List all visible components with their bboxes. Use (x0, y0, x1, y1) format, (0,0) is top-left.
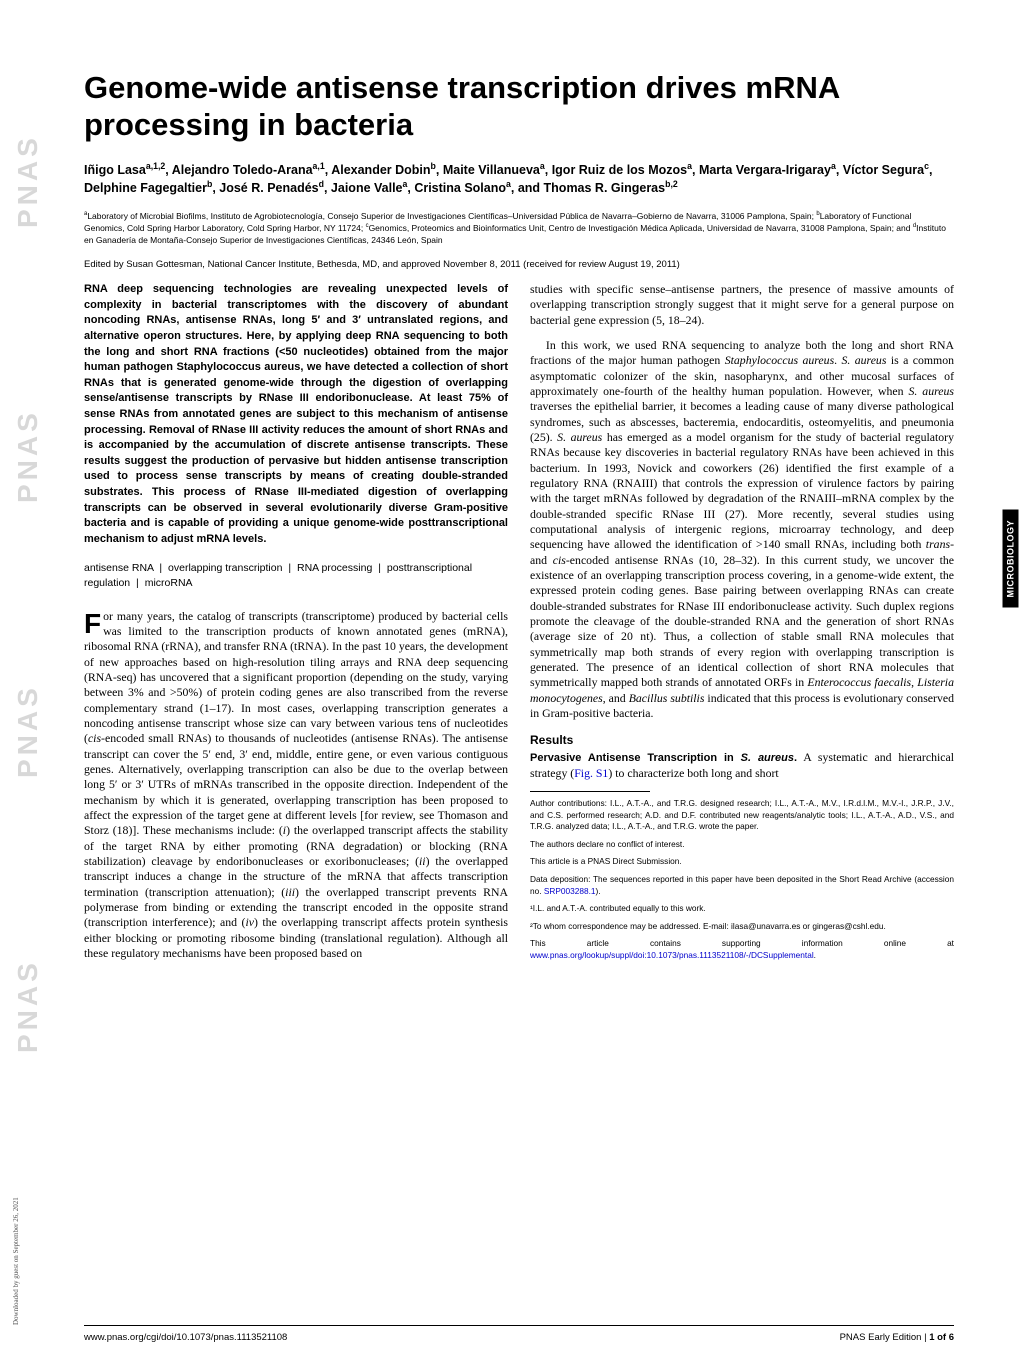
footer-page-number: PNAS Early Edition | 1 of 6 (840, 1332, 954, 1343)
footnote-rule (530, 791, 650, 792)
two-column-layout: RNA deep sequencing technologies are rev… (84, 282, 954, 971)
watermark-text: PNAS (12, 738, 44, 778)
column-left: RNA deep sequencing technologies are rev… (84, 282, 508, 971)
section-label: MICROBIOLOGY (1002, 510, 1018, 608)
authors: Iñigo Lasaa,1,2, Alejandro Toledo-Aranaa… (84, 161, 954, 197)
column-right: studies with specific sense–antisense pa… (530, 282, 954, 971)
section-heading-results: Results (530, 733, 954, 747)
keywords: antisense RNA | overlapping transcriptio… (84, 561, 508, 590)
body-paragraph: studies with specific sense–antisense pa… (530, 282, 954, 328)
footnote-contributions: Author contributions: I.L., A.T.-A., and… (530, 798, 954, 833)
body-paragraph: For many years, the catalog of transcrip… (84, 609, 508, 962)
footnote-direct-submission: This article is a PNAS Direct Submission… (530, 856, 954, 868)
footnote-correspondence: ²To whom correspondence may be addressed… (530, 921, 954, 933)
footer-doi: www.pnas.org/cgi/doi/10.1073/pnas.111352… (84, 1332, 287, 1343)
edited-by: Edited by Susan Gottesman, National Canc… (84, 259, 954, 270)
article-title: Genome-wide antisense transcription driv… (84, 70, 954, 143)
page-content: Genome-wide antisense transcription driv… (84, 70, 954, 971)
footnote-data-deposition: Data deposition: The sequences reported … (530, 874, 954, 897)
watermark-text: PNAS (12, 188, 44, 228)
journal-watermark: PNAS PNAS PNAS PNAS (8, 70, 48, 1170)
page-footer: www.pnas.org/cgi/doi/10.1073/pnas.111352… (84, 1325, 954, 1343)
body-paragraph: In this work, we used RNA sequencing to … (530, 338, 954, 721)
footnote-supplemental: This article contains supporting informa… (530, 938, 954, 961)
footnote-equal-contrib: ¹I.L. and A.T.-A. contributed equally to… (530, 903, 954, 915)
watermark-text: PNAS (12, 463, 44, 503)
watermark-text: PNAS (12, 1013, 44, 1053)
abstract: RNA deep sequencing technologies are rev… (84, 282, 508, 547)
footnote-conflict: The authors declare no conflict of inter… (530, 839, 954, 851)
affiliations: aLaboratory of Microbial Biofilms, Insti… (84, 211, 954, 247)
download-note: Downloaded by guest on September 26, 202… (12, 1197, 20, 1325)
body-paragraph: Pervasive Antisense Transcription in S. … (530, 750, 954, 781)
